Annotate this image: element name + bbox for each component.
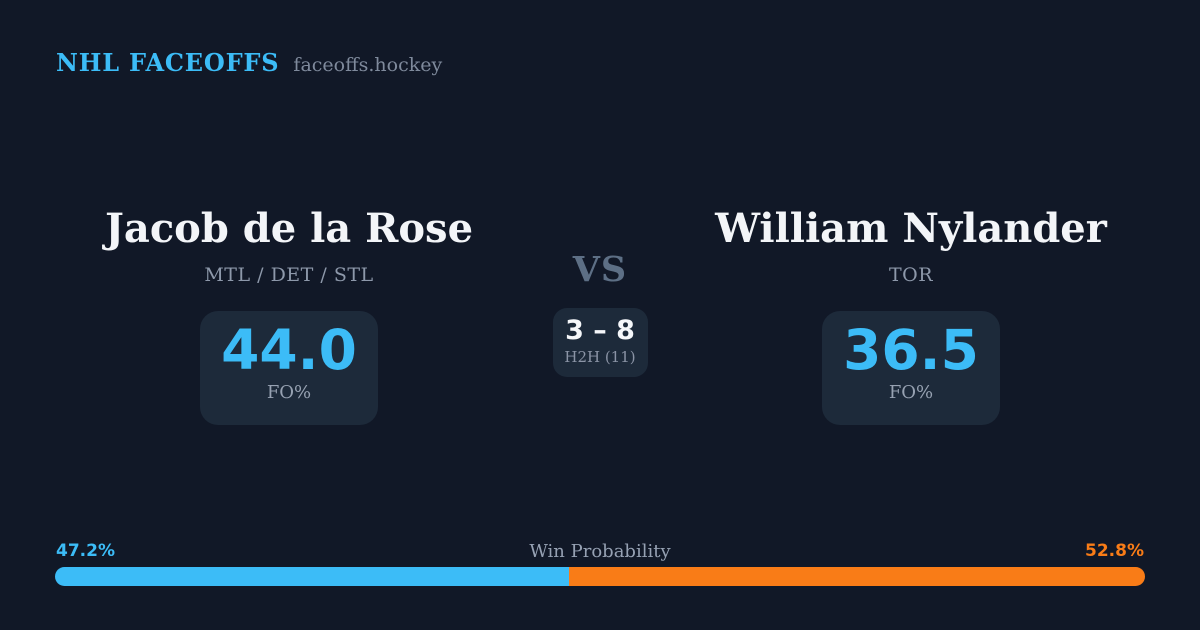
win-probability-bar-left-segment [55, 567, 570, 586]
player-right-faceoff-label: FO% [888, 382, 934, 403]
player-right-column: William Nylander TOR 36.5 FO% [661, 205, 1161, 425]
site-domain: faceoffs.hockey [293, 54, 443, 76]
player-left-name: Jacob de la Rose [104, 205, 474, 252]
player-left-faceoff-label: FO% [266, 382, 312, 403]
header: NHL FACEOFFS faceoffs.hockey [56, 48, 442, 77]
head-to-head-score: 3 – 8 [565, 315, 635, 346]
player-left-column: Jacob de la Rose MTL / DET / STL 44.0 FO… [39, 205, 539, 425]
win-probability-left-value: 47.2% [56, 541, 115, 561]
player-right-faceoff-value: 36.5 [843, 318, 979, 382]
head-to-head-card: 3 – 8 H2H (11) [552, 308, 648, 377]
win-probability-title: Win Probability [529, 541, 671, 562]
vs-label: VS [572, 249, 628, 290]
player-left-faceoff-value: 44.0 [221, 318, 357, 382]
win-probability-bar [55, 567, 1145, 586]
player-left-faceoff-card: 44.0 FO% [200, 311, 378, 425]
head-to-head-label: H2H (11) [564, 348, 636, 366]
player-right-faceoff-card: 36.5 FO% [822, 311, 1000, 425]
player-right-name: William Nylander [715, 205, 1107, 252]
versus-column: VS 3 – 8 H2H (11) [500, 250, 700, 377]
player-left-teams: MTL / DET / STL [204, 264, 374, 286]
brand-title: NHL FACEOFFS [56, 48, 280, 77]
player-right-teams: TOR [888, 264, 934, 286]
win-probability-bar-right-segment [569, 567, 1145, 586]
win-probability-right-value: 52.8% [1085, 541, 1144, 561]
